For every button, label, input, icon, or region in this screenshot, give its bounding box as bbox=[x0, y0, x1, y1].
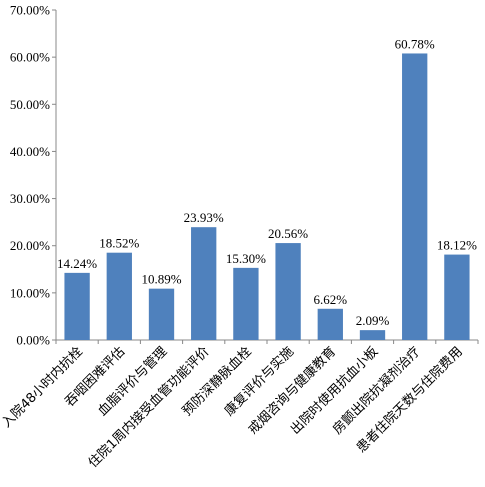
data-label: 18.52% bbox=[99, 236, 139, 251]
data-label: 14.24% bbox=[57, 256, 97, 271]
bars bbox=[64, 53, 470, 341]
y-tick-label: 0.00% bbox=[16, 333, 50, 348]
data-label: 23.93% bbox=[184, 210, 224, 225]
y-axis: 0.00% 10.00% 20.00% 30.00% 40.00% 50.00% 60.00… bbox=[10, 3, 479, 348]
bar bbox=[359, 330, 386, 340]
bar bbox=[317, 308, 343, 340]
y-tick-label: 70.00% bbox=[10, 3, 50, 18]
category-label: 入院48小时内抗栓 bbox=[0, 344, 86, 431]
y-tick-label: 10.00% bbox=[10, 285, 50, 300]
bar bbox=[106, 252, 132, 340]
bar bbox=[233, 267, 259, 340]
bar bbox=[64, 272, 90, 340]
data-label: 10.89% bbox=[141, 272, 181, 287]
data-labels: 14.24%18.52% 10.89% 23.93% 15.30%20.56% 6.62… bbox=[57, 36, 477, 328]
y-tick-label: 40.00% bbox=[10, 144, 50, 159]
bar bbox=[444, 254, 470, 340]
data-label: 6.62% bbox=[314, 292, 348, 307]
y-tick-label: 60.00% bbox=[10, 50, 50, 65]
data-label: 18.12% bbox=[437, 238, 477, 253]
data-label: 60.78% bbox=[395, 36, 435, 51]
data-label: 2.09% bbox=[356, 313, 390, 328]
bar bbox=[275, 243, 301, 340]
data-label: 15.30% bbox=[226, 251, 266, 266]
y-tick-label: 30.00% bbox=[10, 191, 50, 206]
bar bbox=[402, 53, 428, 341]
data-label: 20.56% bbox=[268, 226, 308, 241]
y-tick-label: 50.00% bbox=[10, 97, 50, 112]
y-tick-label: 20.00% bbox=[10, 238, 50, 253]
bar bbox=[191, 227, 217, 340]
bar bbox=[148, 288, 175, 340]
x-axis: 入院48小时内抗栓吞咽困难评估血脂评价与管理住院1周内接受血管功能评价预防深静脉… bbox=[0, 344, 466, 471]
